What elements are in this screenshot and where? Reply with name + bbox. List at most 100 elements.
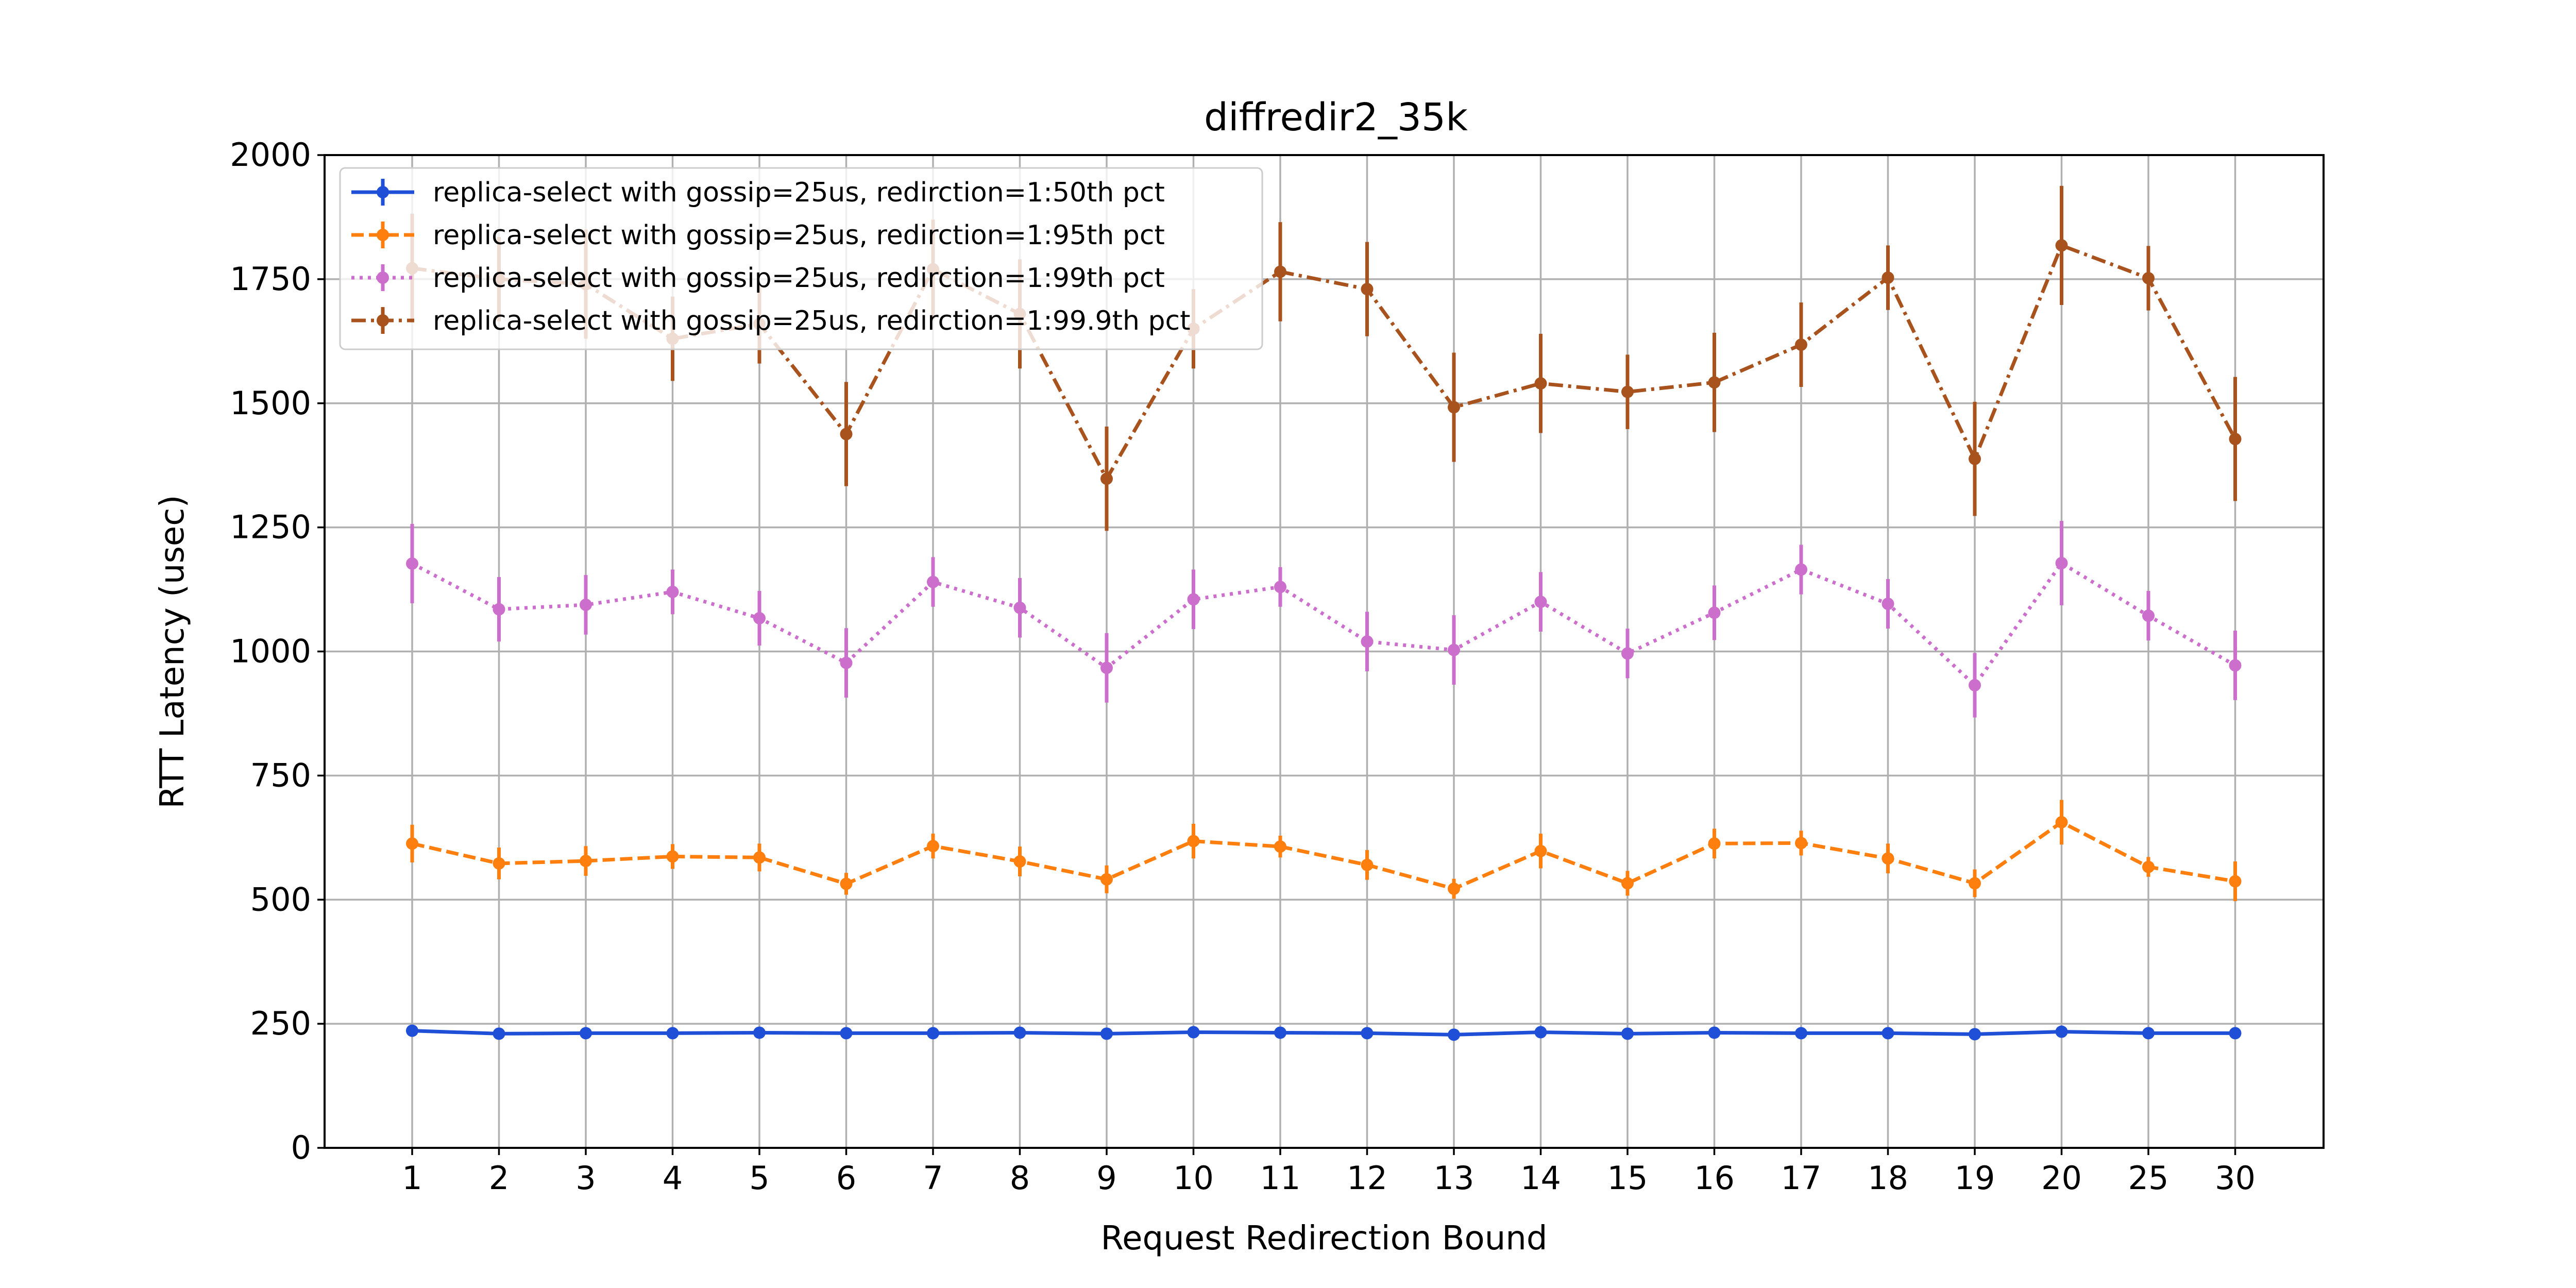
- data-point: [493, 1027, 505, 1040]
- legend-label: replica-select with gossip=25us, redirct…: [433, 220, 1165, 251]
- x-tick-label: 9: [1096, 1159, 1116, 1197]
- y-tick-label: 1250: [230, 509, 311, 546]
- data-point: [1013, 1026, 1026, 1039]
- data-point: [1448, 643, 1460, 656]
- data-point: [1448, 883, 1460, 895]
- data-point: [1361, 635, 1374, 648]
- data-point: [2142, 609, 2155, 622]
- x-tick-label: 11: [1260, 1159, 1301, 1197]
- y-tick-label: 1500: [230, 384, 311, 422]
- data-point: [2055, 1025, 2068, 1038]
- data-point: [840, 656, 853, 669]
- series-1: [406, 1024, 2242, 1041]
- data-point: [753, 1026, 766, 1039]
- data-point: [493, 603, 505, 616]
- data-point: [1534, 377, 1547, 390]
- data-point: [1969, 679, 1981, 692]
- data-point: [1361, 283, 1374, 296]
- legend-marker: [377, 272, 389, 284]
- data-point: [1274, 1026, 1286, 1039]
- series-3: [406, 521, 2242, 718]
- data-point: [493, 857, 505, 870]
- data-point: [1274, 265, 1286, 278]
- y-tick-label: 500: [250, 880, 311, 918]
- data-point: [1534, 1026, 1547, 1039]
- data-point: [840, 1027, 853, 1040]
- data-point: [840, 877, 853, 890]
- series-line: [412, 820, 2236, 891]
- y-tick-label: 1750: [230, 260, 311, 298]
- data-point: [580, 1027, 592, 1040]
- data-point: [1969, 1028, 1981, 1041]
- x-tick-label: 15: [1607, 1159, 1648, 1197]
- data-point: [1361, 858, 1374, 871]
- data-point: [1621, 385, 1634, 398]
- data-point: [1795, 1027, 1807, 1040]
- y-tick-label: 0: [291, 1129, 311, 1166]
- data-point: [1100, 1027, 1113, 1040]
- legend-box: [339, 167, 1263, 350]
- x-tick-label: 14: [1520, 1159, 1561, 1197]
- x-tick-label: 2: [489, 1159, 509, 1197]
- data-point: [1187, 835, 1200, 848]
- data-point: [406, 557, 418, 570]
- data-point: [1187, 593, 1200, 606]
- legend-label: replica-select with gossip=25us, redirct…: [433, 306, 1190, 336]
- x-tick-label: 20: [2041, 1159, 2082, 1197]
- data-point: [1274, 581, 1286, 594]
- data-point: [1013, 855, 1026, 868]
- data-point: [1969, 877, 1981, 890]
- plot-series: [406, 185, 2242, 1041]
- data-point: [1795, 338, 1807, 351]
- data-point: [927, 840, 939, 853]
- data-point: [2055, 556, 2068, 569]
- data-point: [666, 850, 679, 863]
- data-point: [753, 851, 766, 864]
- x-tick-label: 12: [1347, 1159, 1387, 1197]
- series-line: [412, 1029, 2235, 1037]
- x-tick-label: 10: [1173, 1159, 1214, 1197]
- x-tick-label: 17: [1781, 1159, 1822, 1197]
- data-point: [1795, 837, 1807, 850]
- x-tick-label: 1: [402, 1159, 422, 1197]
- data-point: [753, 612, 766, 624]
- chart-title: diffredir2_35k: [1204, 95, 1468, 140]
- data-point: [2142, 272, 2155, 284]
- x-tick-label: 25: [2128, 1159, 2169, 1197]
- y-axis-ticks: 0 250 500 750 1000 1250 1500 1750 2000: [230, 136, 325, 1166]
- y-tick-label: 2000: [230, 136, 311, 174]
- data-point: [1795, 563, 1807, 576]
- data-point: [2229, 1027, 2242, 1040]
- data-point: [1882, 598, 1894, 611]
- data-point: [1448, 401, 1460, 414]
- data-point: [2055, 816, 2068, 828]
- series-2: [406, 800, 2242, 902]
- data-point: [1013, 601, 1026, 614]
- x-tick-label: 13: [1434, 1159, 1475, 1197]
- x-tick-label: 19: [1955, 1159, 1995, 1197]
- data-point: [666, 1027, 679, 1040]
- data-point: [1621, 647, 1634, 660]
- data-point: [1882, 1027, 1894, 1040]
- legend-marker: [377, 186, 389, 198]
- x-tick-label: 5: [749, 1159, 769, 1197]
- x-tick-label: 16: [1694, 1159, 1735, 1197]
- legend-label: replica-select with gossip=25us, redirct…: [433, 263, 1165, 294]
- data-point: [406, 837, 418, 850]
- data-point: [666, 585, 679, 598]
- x-tick-label: 7: [923, 1159, 943, 1197]
- data-point: [1708, 606, 1721, 619]
- x-tick-label: 6: [836, 1159, 856, 1197]
- data-point: [2229, 875, 2242, 888]
- data-point: [2142, 1027, 2155, 1040]
- y-axis-label: RTT Latency (usec): [154, 495, 192, 809]
- data-point: [2142, 860, 2155, 873]
- legend-marker: [377, 314, 389, 327]
- data-point: [2229, 433, 2242, 446]
- data-point: [1708, 376, 1721, 389]
- data-point: [406, 1024, 418, 1037]
- data-point: [840, 428, 853, 440]
- data-point: [1361, 1027, 1374, 1040]
- y-tick-label: 1000: [230, 633, 311, 670]
